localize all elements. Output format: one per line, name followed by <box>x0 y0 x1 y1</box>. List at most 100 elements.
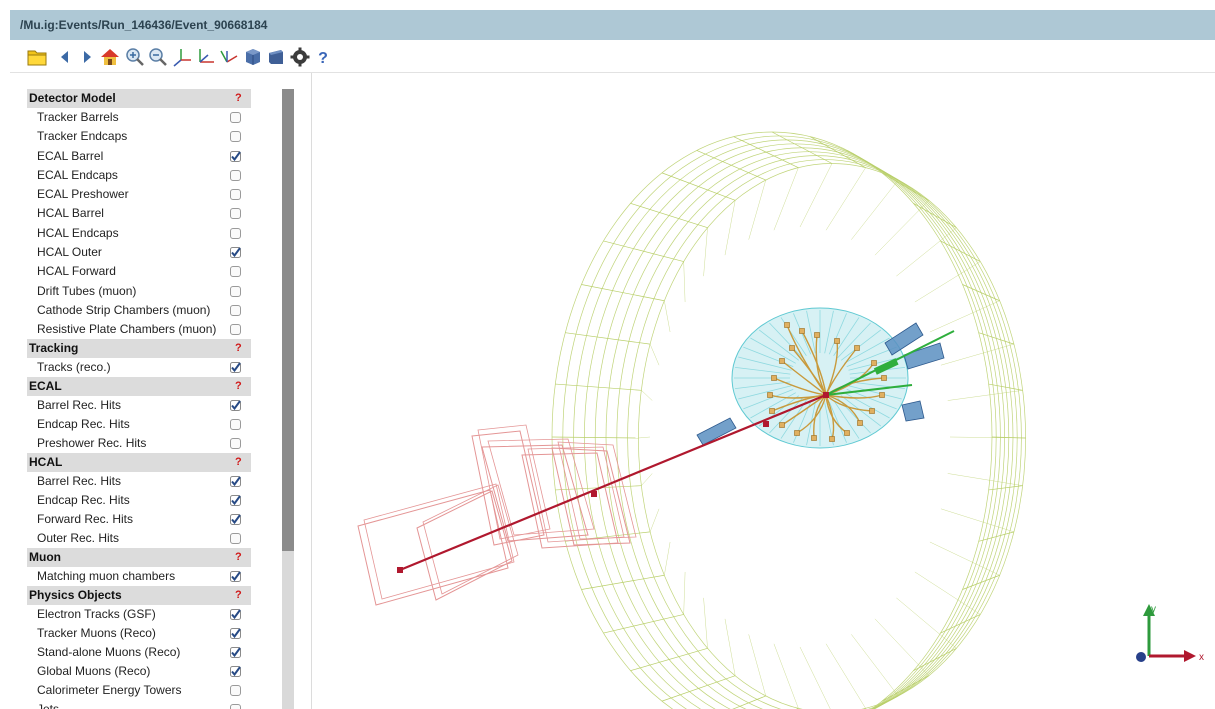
layer-checkbox[interactable] <box>230 609 241 620</box>
layer-checkbox[interactable] <box>230 571 241 582</box>
next-event-button[interactable] <box>76 46 98 68</box>
zoom-out-button[interactable] <box>147 46 169 68</box>
hcal-segment <box>940 614 981 634</box>
layer-label: Calorimeter Energy Towers <box>37 683 182 697</box>
home-button[interactable] <box>99 46 121 68</box>
layer-checkbox[interactable] <box>230 170 241 181</box>
muon-chamber-face <box>363 483 515 600</box>
layer-checkbox[interactable] <box>230 362 241 373</box>
section-ecal[interactable]: ECAL ? <box>27 377 251 396</box>
layer-checkbox[interactable] <box>230 647 241 658</box>
layer-checkbox[interactable] <box>230 286 241 297</box>
layer-row[interactable]: ECAL Endcaps <box>27 166 251 185</box>
settings-button[interactable] <box>289 46 311 68</box>
muon-hit <box>591 491 597 497</box>
hcal-segment <box>851 179 899 240</box>
orthographic-button[interactable] <box>265 46 287 68</box>
section-physics-objects[interactable]: Physics Objects ? <box>27 586 251 605</box>
layer-row[interactable]: Global Muons (Reco) <box>27 662 251 681</box>
perspective-button[interactable] <box>242 46 264 68</box>
ecal-hit <box>828 401 847 443</box>
view-3d-button[interactable] <box>171 46 193 68</box>
layer-row[interactable]: Tracker Barrels <box>27 108 251 127</box>
layer-row[interactable]: Barrel Rec. Hits <box>27 396 251 415</box>
layer-row[interactable]: Electron Tracks (GSF) <box>27 605 251 624</box>
layer-checkbox[interactable] <box>230 208 241 219</box>
help-link[interactable]: ? <box>235 456 242 468</box>
layer-checkbox[interactable] <box>230 305 241 316</box>
layer-checkbox[interactable] <box>230 131 241 142</box>
muon-hit <box>397 567 403 573</box>
layer-checkbox[interactable] <box>230 189 241 200</box>
layer-row[interactable]: Calorimeter Energy Towers <box>27 681 251 700</box>
layer-row[interactable]: HCAL Endcaps <box>27 224 251 243</box>
view-rphi-button[interactable] <box>194 46 216 68</box>
layer-row[interactable]: Tracker Endcaps <box>27 127 251 146</box>
layer-row[interactable]: Drift Tubes (muon) <box>27 282 251 301</box>
layer-row[interactable]: Matching muon chambers <box>27 567 251 586</box>
layer-checkbox[interactable] <box>230 419 241 430</box>
track <box>801 330 827 396</box>
layer-row[interactable]: ECAL Barrel <box>27 147 251 166</box>
layer-checkbox[interactable] <box>230 628 241 639</box>
track-hit <box>811 435 817 441</box>
section-hcal[interactable]: HCAL ? <box>27 453 251 472</box>
layer-checkbox[interactable] <box>230 476 241 487</box>
section-muon[interactable]: Muon ? <box>27 548 251 567</box>
scrollbar-thumb[interactable] <box>282 89 294 551</box>
layer-label: HCAL Endcaps <box>37 226 119 240</box>
layer-row[interactable]: Resistive Plate Chambers (muon) <box>27 320 251 339</box>
open-file-button[interactable] <box>26 46 48 68</box>
layer-checkbox[interactable] <box>230 666 241 677</box>
muon-chambers <box>357 424 637 606</box>
layer-row[interactable]: Tracks (reco.) <box>27 358 251 377</box>
layer-checkbox[interactable] <box>230 228 241 239</box>
track <box>773 377 827 396</box>
layer-row[interactable]: Barrel Rec. Hits <box>27 472 251 491</box>
help-link[interactable]: ? <box>235 589 242 601</box>
layer-row[interactable]: Endcap Rec. Hits <box>27 415 251 434</box>
layer-checkbox[interactable] <box>230 685 241 696</box>
layer-row[interactable]: Endcap Rec. Hits <box>27 491 251 510</box>
help-link[interactable]: ? <box>235 551 242 563</box>
help-link[interactable]: ? <box>235 380 242 392</box>
layer-row[interactable]: HCAL Forward <box>27 262 251 281</box>
ecal-hit <box>780 400 807 439</box>
layer-checkbox[interactable] <box>230 151 241 162</box>
layer-checkbox[interactable] <box>230 324 241 335</box>
layer-row[interactable]: Forward Rec. Hits <box>27 510 251 529</box>
section-tracking[interactable]: Tracking ? <box>27 339 251 358</box>
layer-row[interactable]: Preshower Rec. Hits <box>27 434 251 453</box>
layer-row[interactable]: Cathode Strip Chambers (muon) <box>27 301 251 320</box>
layer-label: Endcap Rec. Hits <box>37 493 130 507</box>
section-title: Tracking <box>29 341 79 355</box>
layer-row[interactable]: Outer Rec. Hits <box>27 529 251 548</box>
layer-checkbox[interactable] <box>230 704 241 709</box>
layer-row[interactable]: HCAL Barrel <box>27 204 251 223</box>
hcal-segment <box>947 390 1023 401</box>
track <box>825 394 861 424</box>
event-display-canvas[interactable] <box>312 73 1215 709</box>
section-detector-model[interactable]: Detector Model ? <box>27 89 251 108</box>
help-link[interactable]: ? <box>235 92 242 104</box>
zoom-in-button[interactable] <box>124 46 146 68</box>
layer-row[interactable]: HCAL Outer <box>27 243 251 262</box>
layer-label: Endcap Rec. Hits <box>37 417 130 431</box>
layer-row[interactable]: Tracker Muons (Reco) <box>27 624 251 643</box>
layer-checkbox[interactable] <box>230 514 241 525</box>
help-link[interactable]: ? <box>235 342 242 354</box>
view-rz-button[interactable] <box>217 46 239 68</box>
layer-checkbox[interactable] <box>230 438 241 449</box>
layer-checkbox[interactable] <box>230 247 241 258</box>
layer-checkbox[interactable] <box>230 112 241 123</box>
help-button[interactable]: ? <box>312 46 334 68</box>
layer-checkbox[interactable] <box>230 266 241 277</box>
layer-checkbox[interactable] <box>230 495 241 506</box>
hcal-segment <box>773 643 799 709</box>
layer-row[interactable]: Stand-alone Muons (Reco) <box>27 643 251 662</box>
layer-checkbox[interactable] <box>230 533 241 544</box>
layer-checkbox[interactable] <box>230 400 241 411</box>
layer-row[interactable]: ECAL Preshower <box>27 185 251 204</box>
layer-row[interactable]: Jets <box>27 700 251 709</box>
previous-event-button[interactable] <box>54 46 76 68</box>
